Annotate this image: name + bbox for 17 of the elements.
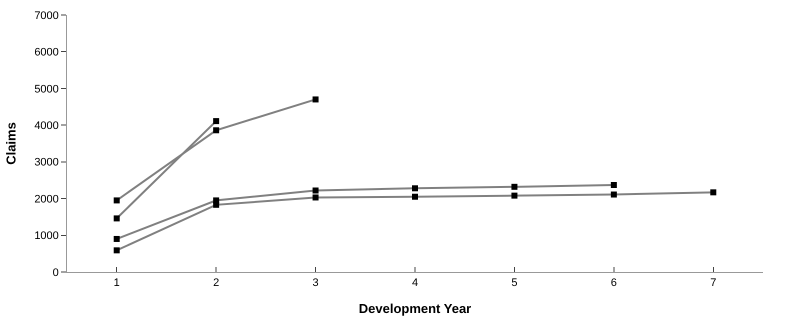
- x-tick-label: 6: [610, 277, 617, 290]
- x-tick-label: 5: [511, 277, 518, 290]
- y-tick-label: 3000: [34, 156, 59, 169]
- x-tick-label: 4: [412, 277, 418, 290]
- y-tick-label: 0: [52, 266, 59, 279]
- y-tick-label: 6000: [34, 46, 59, 59]
- x-tick-label: 7: [710, 277, 716, 290]
- x-tick-label: 2: [213, 277, 220, 290]
- y-axis-title: Claims: [3, 122, 18, 165]
- x-axis-title: Development Year: [358, 300, 472, 316]
- x-tick-label: 1: [114, 277, 120, 290]
- y-tick-label: 1000: [34, 230, 59, 242]
- y-tick-label: 2000: [34, 193, 59, 206]
- y-tick-label: 7000: [34, 10, 59, 22]
- y-tick-label: 4000: [34, 120, 59, 132]
- y-tick-label: 5000: [34, 83, 59, 96]
- x-tick-label: 3: [312, 277, 319, 290]
